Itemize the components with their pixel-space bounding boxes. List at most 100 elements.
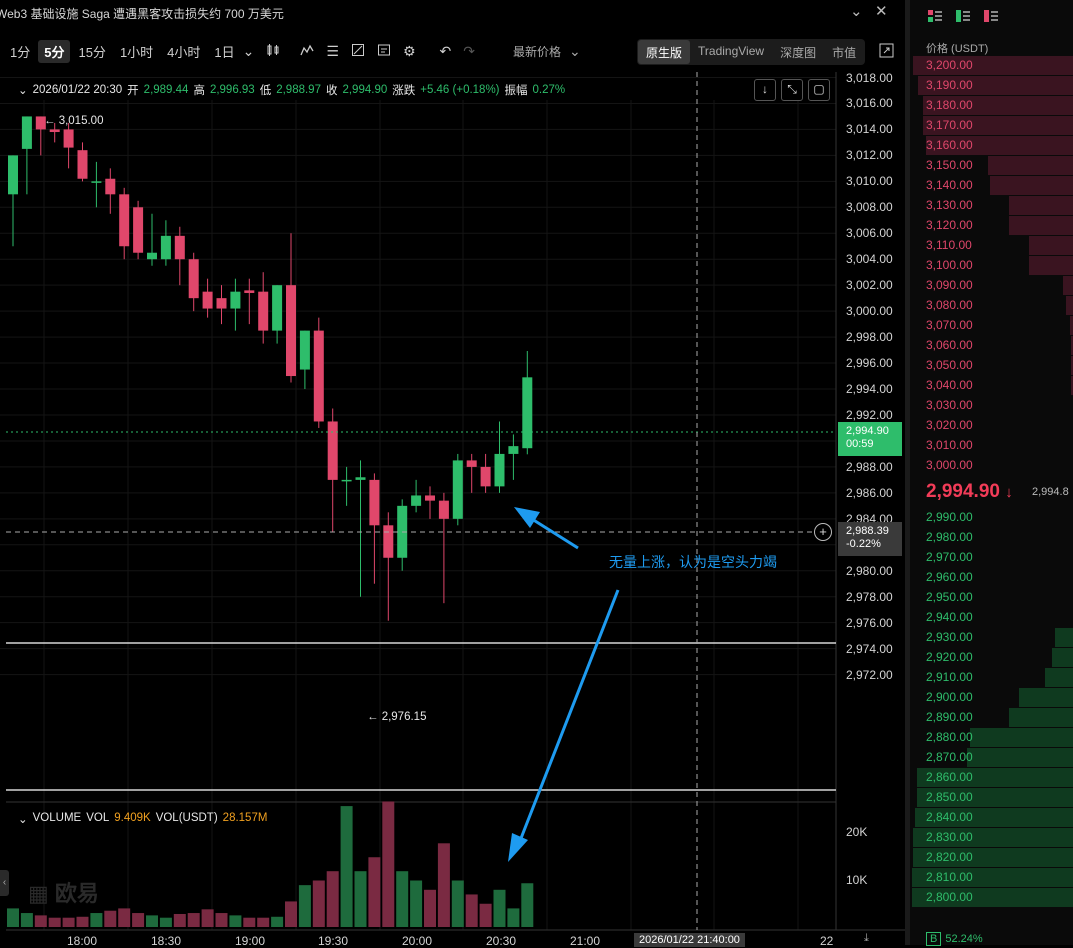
volume-bar[interactable] xyxy=(243,917,256,927)
ask-row[interactable]: 3,200.00 xyxy=(910,55,1073,75)
volume-bar[interactable] xyxy=(229,915,242,927)
candle-body[interactable] xyxy=(466,460,477,467)
candle-body[interactable] xyxy=(244,290,255,293)
bid-row[interactable]: 2,820.00 xyxy=(910,847,1073,867)
candle-body[interactable] xyxy=(133,207,144,253)
bid-row[interactable]: 2,860.00 xyxy=(910,767,1073,787)
close-icon[interactable]: ✕ xyxy=(875,3,888,20)
tab-marketcap[interactable]: 市值 xyxy=(832,46,857,60)
candle-body[interactable] xyxy=(355,477,366,480)
volume-bar[interactable] xyxy=(507,908,520,927)
volume-bar[interactable] xyxy=(76,916,89,927)
collapse-icon[interactable]: ⌄ xyxy=(18,814,28,826)
undo-icon[interactable]: ↶ xyxy=(439,42,452,59)
drawing-tool-icon[interactable] xyxy=(351,43,365,60)
fullscreen-icon[interactable] xyxy=(879,43,894,61)
ask-row[interactable]: 3,000.00 xyxy=(910,455,1073,475)
tab-tradingview[interactable]: TradingView xyxy=(698,44,765,58)
timeframe-15m[interactable]: 15分 xyxy=(78,44,106,60)
volume-bar[interactable] xyxy=(201,909,214,927)
book-both-icon[interactable] xyxy=(928,10,942,22)
list-settings-icon[interactable]: ☰ xyxy=(326,42,339,59)
timeframe-1d[interactable]: 1日 xyxy=(214,44,235,60)
volume-bar[interactable] xyxy=(479,903,492,927)
volume-bar[interactable] xyxy=(118,908,131,927)
ask-row[interactable]: 3,160.00 xyxy=(910,135,1073,155)
ask-row[interactable]: 3,060.00 xyxy=(910,335,1073,355)
ask-row[interactable]: 3,110.00 xyxy=(910,235,1073,255)
chevron-down-icon[interactable]: ⌄ xyxy=(242,42,255,59)
volume-bar[interactable] xyxy=(368,857,381,927)
annotation-arrow[interactable] xyxy=(514,507,579,550)
candle-body[interactable] xyxy=(369,479,380,526)
volume-bar[interactable] xyxy=(187,913,200,927)
ask-row[interactable]: 3,120.00 xyxy=(910,215,1073,235)
volume-bar[interactable] xyxy=(132,913,145,927)
annotation-arrow[interactable] xyxy=(508,589,620,862)
volume-bar[interactable] xyxy=(215,913,228,927)
scroll-to-end-icon[interactable]: ⤓ xyxy=(864,932,869,944)
price-type-select[interactable]: 最新价格 xyxy=(512,44,561,59)
volume-bar[interactable] xyxy=(382,801,395,927)
ask-row[interactable]: 3,030.00 xyxy=(910,395,1073,415)
volume-bar[interactable] xyxy=(451,880,464,928)
candle-body[interactable] xyxy=(522,377,533,449)
candle-body[interactable] xyxy=(21,116,32,149)
volume-bar[interactable] xyxy=(271,916,284,927)
bid-row[interactable]: 2,920.00 xyxy=(910,647,1073,667)
volume-bar[interactable] xyxy=(312,880,325,928)
timeframe-1m[interactable]: 1分 xyxy=(10,44,31,60)
candle-body[interactable] xyxy=(480,466,491,487)
volume-bar[interactable] xyxy=(104,910,117,927)
candle-type-icon[interactable] xyxy=(266,43,280,60)
redo-icon[interactable]: ↷ xyxy=(463,42,475,59)
chevron-down-icon[interactable]: ⌄ xyxy=(568,42,581,59)
volume-bar[interactable] xyxy=(146,915,158,927)
bid-row[interactable]: 2,890.00 xyxy=(910,707,1073,727)
candlestick-chart[interactable] xyxy=(0,0,905,945)
volume-bar[interactable] xyxy=(7,908,19,927)
bid-row[interactable]: 2,970.00 xyxy=(910,547,1073,567)
candle-body[interactable] xyxy=(230,291,241,309)
candle-body[interactable] xyxy=(160,235,171,260)
candle-body[interactable] xyxy=(147,252,157,260)
volume-bar[interactable] xyxy=(493,889,506,927)
ask-row[interactable]: 3,170.00 xyxy=(910,115,1073,135)
timeframe-5m[interactable]: 5分 xyxy=(38,39,71,63)
volume-bar[interactable] xyxy=(424,889,436,927)
ask-row[interactable]: 3,070.00 xyxy=(910,315,1073,335)
candle-body[interactable] xyxy=(327,421,338,480)
timeframe-1h[interactable]: 1小时 xyxy=(119,44,154,60)
candle-body[interactable] xyxy=(299,330,310,370)
candle-body[interactable] xyxy=(91,181,102,183)
candle-body[interactable] xyxy=(202,291,213,309)
collapse-icon[interactable]: ⌄ xyxy=(18,85,28,97)
indicator-icon[interactable] xyxy=(300,43,314,60)
ask-row[interactable]: 3,090.00 xyxy=(910,275,1073,295)
volume-bar[interactable] xyxy=(48,917,61,927)
bid-row[interactable]: 2,810.00 xyxy=(910,867,1073,887)
candle-body[interactable] xyxy=(174,235,185,260)
bid-row[interactable]: 2,990.00 xyxy=(910,507,1073,527)
volume-bar[interactable] xyxy=(354,871,367,927)
ask-row[interactable]: 3,050.00 xyxy=(910,355,1073,375)
candle-body[interactable] xyxy=(383,525,394,558)
candle-body[interactable] xyxy=(272,285,283,331)
candle-body[interactable] xyxy=(286,285,296,377)
volume-bar[interactable] xyxy=(159,917,172,927)
candle-body[interactable] xyxy=(119,194,130,247)
candle-body[interactable] xyxy=(77,150,88,179)
candle-body[interactable] xyxy=(452,460,463,519)
candle-body[interactable] xyxy=(8,155,18,195)
add-alert-icon[interactable]: + xyxy=(814,523,832,541)
volume-bar[interactable] xyxy=(173,913,186,927)
bid-row[interactable]: 2,870.00 xyxy=(910,747,1073,767)
volume-bar[interactable] xyxy=(34,915,47,927)
bid-row[interactable]: 2,960.00 xyxy=(910,567,1073,587)
volume-bar[interactable] xyxy=(326,871,339,927)
volume-bar[interactable] xyxy=(257,917,270,927)
volume-bar[interactable] xyxy=(437,843,450,927)
ask-row[interactable]: 3,080.00 xyxy=(910,295,1073,315)
volume-bar[interactable] xyxy=(90,913,103,927)
candle-body[interactable] xyxy=(411,495,422,506)
